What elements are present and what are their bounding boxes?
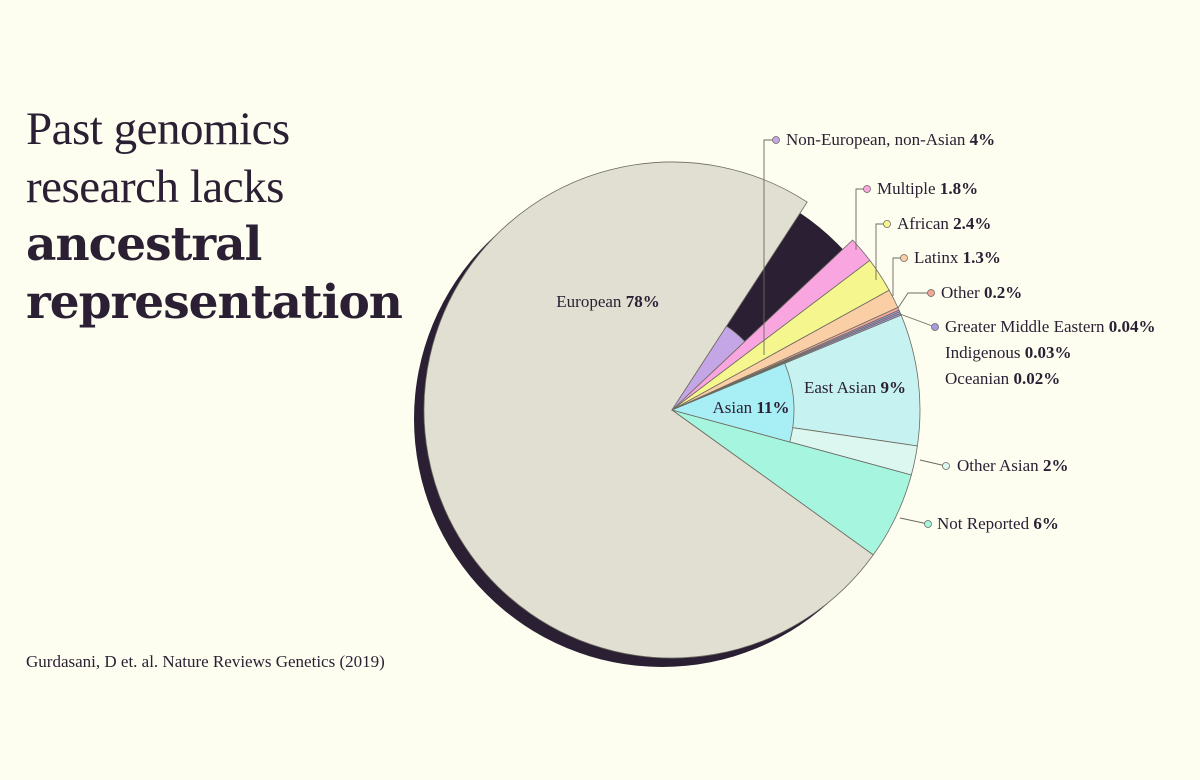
callout-dot-non-european-non-asian — [772, 136, 780, 144]
callout-dot-other — [927, 289, 935, 297]
label-african-name: African — [897, 214, 953, 233]
label-non-european-non-asian-name: Non-European, non-Asian — [786, 130, 970, 149]
label-indigenous-value: 0.03% — [1025, 343, 1072, 362]
label-oceanian-name: Oceanian — [945, 369, 1013, 388]
label-multiple: Multiple 1.8% — [877, 179, 978, 198]
label-east-asian-name: East Asian — [804, 378, 881, 397]
callout-line-non-european-non-asian — [763, 139, 776, 355]
label-not-reported: Not Reported 6% — [937, 514, 1059, 533]
callout-line-multiple — [855, 188, 867, 250]
label-other-asian: Other Asian 2% — [957, 456, 1068, 475]
label-east-asian-value: 9% — [881, 378, 907, 397]
label-greater-middle-eastern-name: Greater Middle Eastern — [945, 317, 1109, 336]
label-asian-value: 11% — [756, 398, 789, 417]
label-non-european-non-asian: Non-European, non-Asian 4% — [786, 130, 995, 149]
callout-line-greater-middle-eastern — [899, 313, 936, 328]
label-non-european-non-asian-value: 4% — [970, 130, 996, 149]
callout-dot-multiple — [863, 185, 871, 193]
callout-line-other — [897, 292, 931, 309]
label-oceanian: Oceanian 0.02% — [945, 369, 1060, 388]
label-latinx: Latinx 1.3% — [914, 248, 1001, 267]
callout-dot-other-asian — [942, 462, 950, 470]
callout-line-not-reported — [899, 517, 929, 525]
chart-title: Past genomics research lacks ancestral r… — [26, 100, 403, 332]
label-greater-middle-eastern-value: 0.04% — [1109, 317, 1156, 336]
label-european-name: European — [556, 292, 625, 311]
title-line-3: ancestral — [26, 217, 262, 272]
callout-line-other-asian — [919, 459, 947, 467]
label-latinx-value: 1.3% — [963, 248, 1001, 267]
label-asian: Asian 11% — [713, 398, 790, 417]
label-indigenous-name: Indigenous — [945, 343, 1025, 362]
slice-asian-group — [670, 362, 795, 443]
callout-dot-greater-middle-eastern — [931, 323, 939, 331]
label-african-value: 2.4% — [953, 214, 991, 233]
label-not-reported-name: Not Reported — [937, 514, 1033, 533]
slice-european — [423, 161, 874, 659]
title-line-4: representation — [26, 275, 403, 330]
label-latinx-name: Latinx — [914, 248, 963, 267]
callout-dot-african — [883, 220, 891, 228]
callout-dot-latinx — [900, 254, 908, 262]
label-european-value: 78% — [626, 292, 660, 311]
label-indigenous: Indigenous 0.03% — [945, 343, 1072, 362]
label-asian-name: Asian — [713, 398, 757, 417]
label-other-name: Other — [941, 283, 984, 302]
label-other-asian-value: 2% — [1043, 456, 1069, 475]
label-other-value: 0.2% — [984, 283, 1022, 302]
label-multiple-value: 1.8% — [940, 179, 978, 198]
label-african: African 2.4% — [897, 214, 991, 233]
title-line-2: research lacks — [26, 161, 284, 213]
source-citation: Gurdasani, D et. al. Nature Reviews Gene… — [26, 652, 385, 671]
label-not-reported-value: 6% — [1033, 514, 1059, 533]
label-european: European 78% — [556, 292, 659, 311]
callout-dot-not-reported — [924, 520, 932, 528]
title-line-1: Past genomics — [26, 103, 290, 155]
label-east-asian: East Asian 9% — [804, 378, 906, 397]
callout-line-latinx — [892, 257, 904, 296]
label-other: Other 0.2% — [941, 283, 1022, 302]
label-greater-middle-eastern: Greater Middle Eastern 0.04% — [945, 317, 1156, 336]
label-multiple-name: Multiple — [877, 179, 940, 198]
label-oceanian-value: 0.02% — [1013, 369, 1060, 388]
label-other-asian-name: Other Asian — [957, 456, 1043, 475]
slice-non-european-non-asian-group — [671, 325, 746, 411]
